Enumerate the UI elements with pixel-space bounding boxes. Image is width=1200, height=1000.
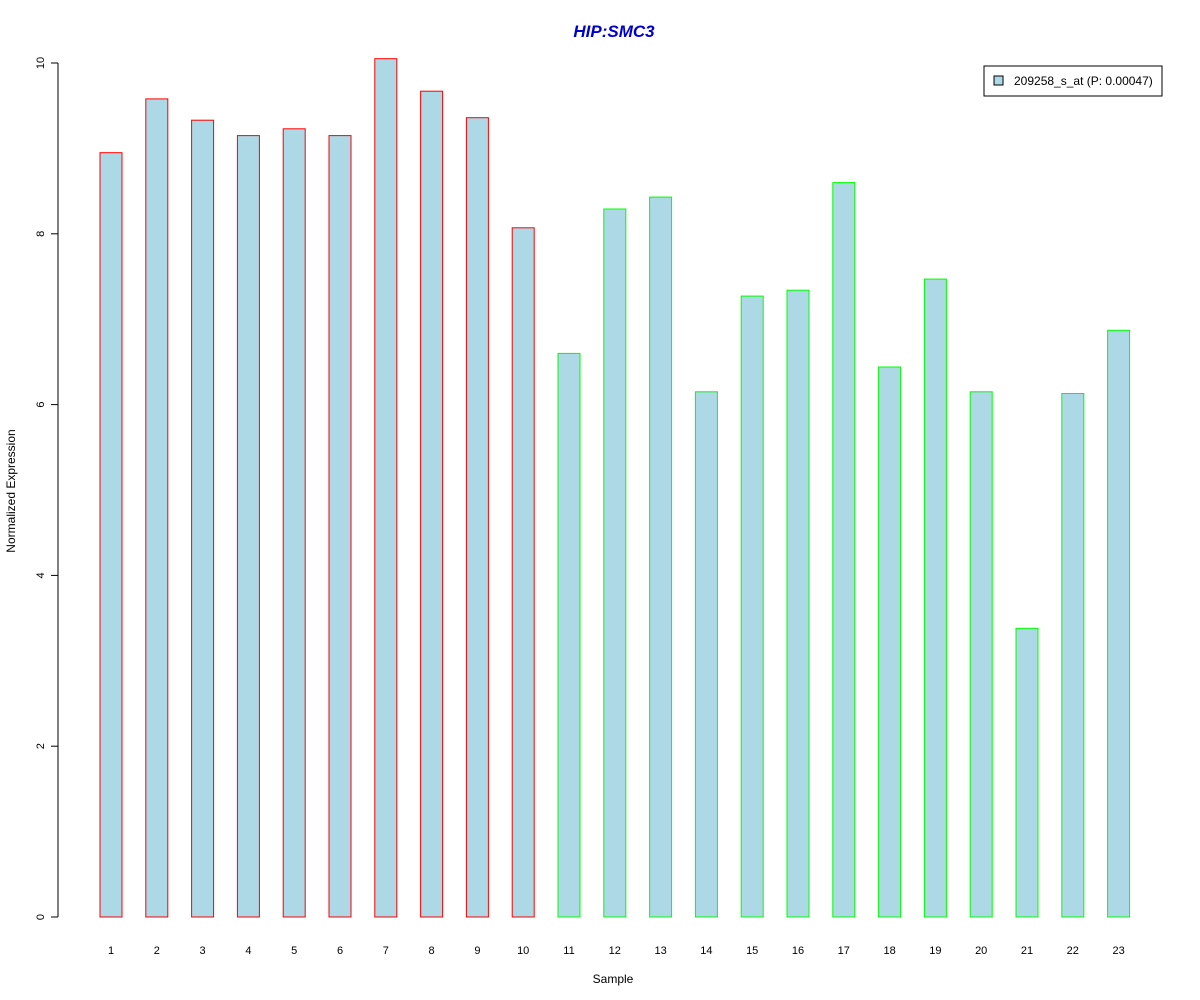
y-axis: 0 2 4 6 8 10 [35,57,59,920]
bar-sample-8 [420,90,444,918]
y-tick-label: 8 [35,231,47,237]
x-tick-label: 10 [517,945,529,957]
x-tick-label: 12 [609,945,621,957]
legend-series-label: 209258_s_at (P: 0.00047) [1014,74,1153,88]
x-tick-labels: 1 2 3 4 5 6 7 8 9 10 11 12 13 14 15 16 17 18 19 20 21 22 23 [108,945,1125,957]
x-tick-label: 17 [838,945,850,957]
x-tick-label: 13 [654,945,666,957]
bar-sample-16 [786,289,810,918]
y-tick-label: 6 [35,402,47,408]
x-tick-label: 5 [291,945,297,957]
bar-sample-4 [236,135,260,918]
x-tick-label: 18 [883,945,895,957]
bar-sample-10 [511,227,535,918]
bar-sample-22 [1061,393,1085,918]
bar-sample-20 [969,391,993,918]
bar-sample-13 [649,196,673,918]
x-tick-label: 14 [700,945,712,957]
bar-sample-19 [923,278,947,918]
x-tick-label: 4 [245,945,251,957]
bar-sample-5 [282,128,306,918]
x-tick-label: 1 [108,945,114,957]
bar-sample-21 [1015,627,1039,918]
y-axis-label: Normalized Expression [4,429,18,552]
bar-sample-7 [374,58,398,918]
legend-box [983,65,1163,97]
x-tick-label: 20 [975,945,987,957]
x-tick-label: 16 [792,945,804,957]
x-tick-label: 11 [563,945,574,957]
x-tick-label: 2 [154,945,160,957]
y-tick-label: 10 [35,57,47,69]
x-tick-label: 3 [200,945,206,957]
legend: 209258_s_at (P: 0.00047) [983,65,1163,97]
bar-sample-6 [328,135,352,918]
bar-sample-1 [99,152,123,918]
bar-sample-11 [557,352,581,918]
x-tick-label: 8 [429,945,435,957]
x-tick-label: 22 [1067,945,1079,957]
x-tick-label: 9 [474,945,480,957]
bar-sample-23 [1107,329,1131,918]
bar-sample-3 [191,119,215,918]
y-tick-label: 0 [35,914,47,920]
x-tick-label: 23 [1112,945,1124,957]
legend-swatch [993,75,1004,86]
x-tick-label: 7 [383,945,389,957]
bar-sample-14 [694,391,718,918]
y-tick-label: 4 [35,572,47,578]
x-tick-label: 19 [929,945,941,957]
bars [99,58,1131,918]
x-tick-label: 6 [337,945,343,957]
chart-title: HIP:SMC3 [573,22,655,41]
bar-sample-9 [465,117,489,918]
x-tick-label: 21 [1021,945,1033,957]
bar-sample-18 [878,366,902,918]
x-axis-label: Sample [593,972,634,986]
bar-sample-2 [145,98,169,918]
bar-sample-12 [603,208,627,918]
y-tick-label: 2 [35,743,47,749]
x-tick-label: 15 [746,945,758,957]
bar-sample-17 [832,182,856,918]
bar-sample-15 [740,295,764,918]
